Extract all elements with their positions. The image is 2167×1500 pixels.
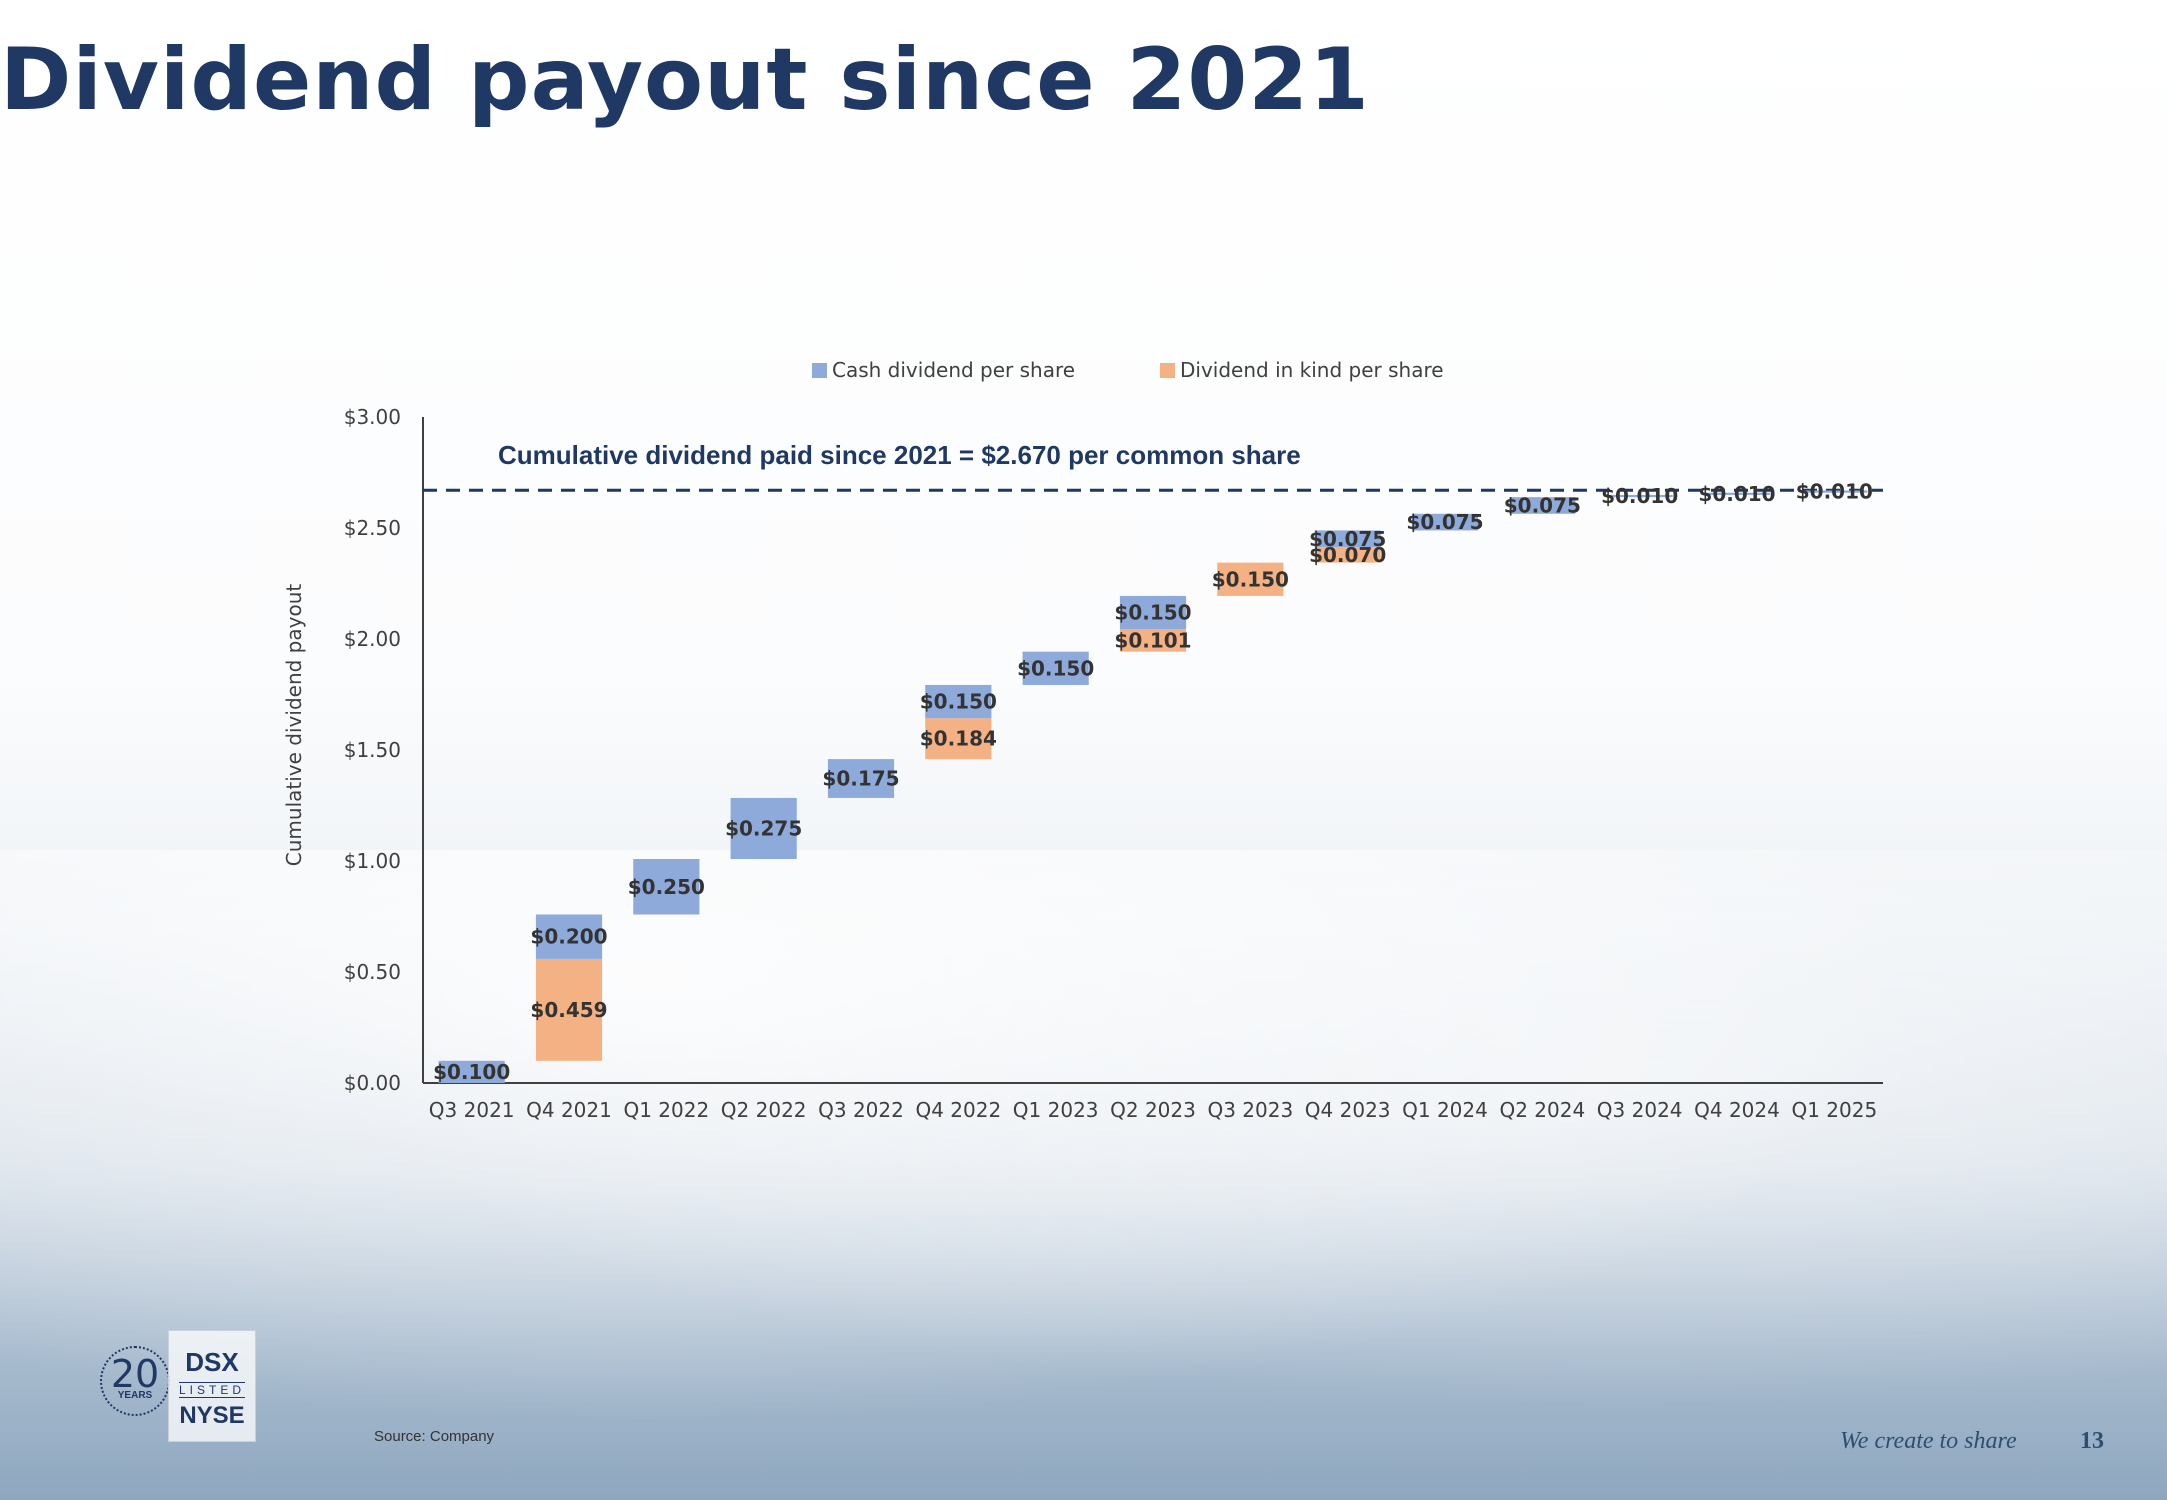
y-tick-label: $0.00 <box>344 1071 401 1095</box>
bar-cash <box>633 859 700 915</box>
y-axis-title: Cumulative dividend payout <box>282 584 306 867</box>
logo-listed: LISTED <box>179 1382 246 1398</box>
logo-nyse: NYSE <box>179 1402 245 1429</box>
bar-in-kind <box>535 958 603 1061</box>
bar-cash <box>1411 513 1479 531</box>
legend-swatch-cash <box>812 363 827 378</box>
data-label-cash: $0.010 <box>1698 482 1775 506</box>
data-label-in-kind: $0.101 <box>1114 628 1191 652</box>
anniversary-years: YEARS <box>117 1390 153 1401</box>
anniversary-badge: 20 YEARS <box>100 1346 170 1416</box>
data-label-cash: $0.075 <box>1406 510 1483 534</box>
bar-cash <box>438 1060 505 1083</box>
data-label-cash: $0.275 <box>725 816 802 840</box>
x-tick-label: Q1 2024 <box>1402 1098 1488 1122</box>
x-tick-label: Q3 2022 <box>818 1098 904 1122</box>
x-tick-label: Q1 2025 <box>1791 1098 1877 1122</box>
data-label-cash: $0.100 <box>433 1060 510 1084</box>
bar-cash <box>1703 492 1771 495</box>
bar-cash <box>925 684 992 719</box>
data-label-cash: $0.075 <box>1504 493 1581 517</box>
x-tick-label: Q4 2023 <box>1305 1098 1391 1122</box>
data-label-cash: $0.150 <box>1017 656 1094 680</box>
bar-cash <box>1606 494 1673 498</box>
y-tick-label: $2.50 <box>344 516 401 540</box>
data-label-cash: $0.010 <box>1601 484 1678 508</box>
data-label-cash: $0.175 <box>822 767 899 791</box>
bar-in-kind <box>1119 629 1187 652</box>
bar-cash <box>535 914 603 959</box>
legend-swatch-in-kind <box>1160 363 1175 378</box>
x-tick-label: Q2 2024 <box>1499 1098 1585 1122</box>
x-tick-label: Q3 2023 <box>1207 1098 1293 1122</box>
source-note: Source: Company <box>374 1428 495 1445</box>
data-label-in-kind: $0.184 <box>920 727 997 751</box>
bar-cash <box>730 797 797 860</box>
y-tick-label: $3.00 <box>344 405 401 429</box>
data-label-cash: $0.250 <box>628 875 705 899</box>
page-number: 13 <box>2080 1428 2104 1454</box>
data-label-in-kind: $0.150 <box>1212 567 1289 591</box>
data-label-cash: $0.150 <box>920 690 997 714</box>
cumulative-annotation: Cumulative dividend paid since 2021 = $2… <box>498 440 1301 470</box>
y-tick-label: $1.00 <box>344 849 401 873</box>
anniversary-number: 20 <box>110 1352 160 1396</box>
x-tick-label: Q4 2024 <box>1694 1098 1780 1122</box>
data-label-cash: $0.200 <box>530 925 607 949</box>
bar-cash <box>1022 651 1089 685</box>
bar-cash <box>827 759 895 798</box>
sea-mist-background <box>0 850 2167 1500</box>
bar-in-kind <box>925 718 992 760</box>
data-label-in-kind: $0.459 <box>530 998 607 1022</box>
bar-in-kind <box>1217 562 1284 596</box>
x-tick-label: Q3 2021 <box>429 1098 515 1122</box>
bar-cash <box>1119 595 1187 630</box>
x-tick-label: Q1 2023 <box>1013 1098 1099 1122</box>
x-tick-label: Q4 2021 <box>526 1098 612 1122</box>
page-title: Dividend payout since 2021 <box>0 30 1370 130</box>
x-tick-label: Q3 2024 <box>1597 1098 1683 1122</box>
tagline: We create to share <box>1840 1428 2017 1454</box>
x-tick-label: Q2 2023 <box>1110 1098 1196 1122</box>
legend-label-in-kind: Dividend in kind per share <box>1180 358 1444 382</box>
x-tick-label: Q4 2022 <box>915 1098 1001 1122</box>
y-tick-label: $1.50 <box>344 738 401 762</box>
legend-label-cash: Cash dividend per share <box>832 358 1075 382</box>
bar-in-kind <box>1314 547 1381 563</box>
x-tick-label: Q2 2022 <box>721 1098 807 1122</box>
data-label-cash: $0.010 <box>1796 480 1873 504</box>
logo-dsx: DSX <box>185 1347 239 1377</box>
data-label-cash: $0.075 <box>1309 527 1386 551</box>
y-tick-label: $0.50 <box>344 960 401 984</box>
listing-badge: DSX LISTED NYSE <box>168 1330 256 1442</box>
bar-cash <box>1314 530 1381 548</box>
dsx-nyse-logo: 20 YEARS DSX LISTED NYSE <box>100 1330 256 1442</box>
bar-cash <box>1801 490 1868 493</box>
x-tick-label: Q1 2022 <box>623 1098 709 1122</box>
data-label-cash: $0.150 <box>1114 601 1191 625</box>
y-tick-label: $2.00 <box>344 627 401 651</box>
bar-cash <box>1509 497 1576 514</box>
